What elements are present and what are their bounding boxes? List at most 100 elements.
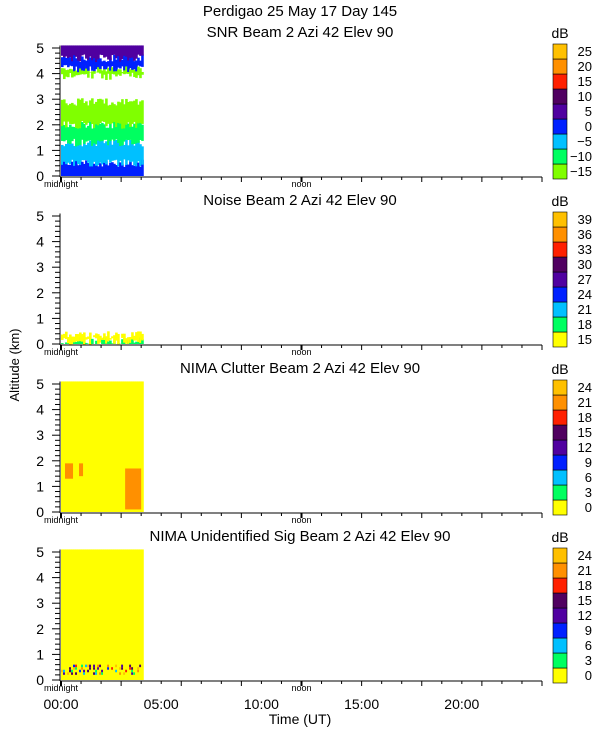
heatmap-cell — [103, 124, 106, 140]
heatmap-cell — [117, 45, 120, 57]
y-tick-label: 2 — [36, 621, 44, 637]
y-tick-label: 5 — [36, 40, 44, 56]
heatmap-cell — [89, 549, 92, 680]
heatmap-cell — [115, 59, 118, 72]
x-axis-label: Time (UT) — [269, 711, 331, 727]
heatmap-patch — [65, 463, 74, 479]
heatmap-cell — [129, 45, 132, 59]
colorbar-swatch — [552, 226, 568, 243]
heatmap-cell — [123, 144, 126, 160]
heatmap-cell — [71, 672, 74, 675]
heatmap-cell — [63, 669, 66, 673]
heatmap-cell — [75, 334, 78, 342]
y-tick-label: 0 — [36, 672, 44, 688]
heatmap-cell — [125, 45, 128, 57]
heatmap-cell — [67, 45, 70, 59]
heatmap-cell — [89, 332, 92, 345]
heatmap-cell — [61, 124, 64, 141]
heatmap-cell — [67, 127, 70, 144]
heatmap-cell — [107, 667, 110, 670]
heatmap-cell — [97, 381, 100, 512]
heatmap-cell — [85, 342, 88, 344]
y-tick-label: 2 — [36, 453, 44, 469]
heatmap-cell — [91, 165, 94, 176]
y-tick-label: 2 — [36, 285, 44, 301]
heatmap-cell — [99, 549, 102, 680]
heatmap-cell — [73, 45, 76, 56]
heatmap-cell — [103, 333, 106, 341]
heatmap-cell — [93, 140, 96, 162]
heatmap-cell — [133, 69, 136, 78]
heatmap-cell — [93, 45, 96, 59]
heatmap-cell — [95, 672, 98, 675]
heatmap-cell — [95, 71, 98, 73]
heatmap-cell — [129, 101, 132, 128]
heatmap-cell — [119, 61, 122, 69]
heatmap-cell — [95, 145, 98, 166]
colorbar-label: 21 — [578, 563, 592, 578]
heatmap-cell — [93, 335, 96, 338]
colorbar-label: 24 — [578, 548, 592, 563]
heatmap-cell — [81, 45, 84, 56]
y-tick-label: 1 — [36, 310, 44, 326]
heatmap-cell — [131, 669, 134, 673]
heatmap-cell — [77, 165, 80, 176]
heatmap-cell — [137, 104, 140, 124]
heatmap-cell — [81, 98, 84, 122]
heatmap-cell — [125, 54, 128, 67]
heatmap-cell — [111, 128, 114, 140]
heatmap-cell — [75, 672, 78, 675]
colorbar-swatch — [552, 271, 568, 288]
heatmap-cell — [83, 123, 86, 144]
heatmap-cell — [115, 68, 118, 77]
heatmap-cell — [63, 672, 66, 675]
heatmap-patch — [79, 463, 84, 477]
colorbar-label: 24 — [578, 287, 592, 302]
heatmap-cell — [117, 549, 120, 680]
heatmap-cell — [131, 140, 134, 162]
heatmap-cell — [99, 335, 102, 343]
heatmap-cell — [69, 667, 72, 670]
heatmap-cell — [119, 672, 122, 675]
heatmap-cell — [107, 165, 110, 176]
heatmap-cell — [85, 664, 88, 668]
heatmap-cell — [71, 336, 74, 345]
heatmap-cell — [133, 123, 136, 144]
colorbar-label: 24 — [578, 380, 592, 395]
heatmap-cell — [115, 669, 118, 673]
heatmap-cell — [63, 45, 66, 58]
heatmap-cell — [81, 549, 84, 680]
heatmap-cell — [95, 123, 98, 145]
heatmap-cell — [115, 139, 118, 160]
heatmap-cell — [117, 54, 120, 68]
heatmap-cell — [95, 381, 98, 512]
panel-4: NIMA Unidentified Sig Beam 2 Azi 42 Elev… — [36, 528, 592, 693]
heatmap-cell — [109, 104, 112, 125]
heatmap-cell — [91, 71, 94, 79]
heatmap-cell — [81, 56, 84, 71]
day-marker-label: noon — [291, 683, 311, 693]
heatmap-cell — [81, 334, 84, 342]
heatmap-cell — [69, 381, 72, 512]
heatmap-cell — [137, 57, 140, 66]
heatmap-cell — [133, 100, 136, 122]
colorbar-unit: dB — [551, 361, 568, 377]
colorbar-label: 5 — [585, 104, 592, 119]
heatmap-cell — [139, 121, 142, 140]
heatmap-cell — [133, 165, 136, 176]
heatmap-cell — [69, 57, 72, 66]
heatmap-cell — [127, 145, 130, 161]
heatmap-cell — [65, 549, 68, 680]
heatmap-cell — [111, 336, 114, 339]
colorbar-label: −5 — [577, 134, 592, 149]
day-marker-label: midnight — [44, 683, 79, 693]
colorbar-label: 15 — [578, 425, 592, 440]
heatmap-cell — [63, 68, 66, 80]
y-tick-label: 3 — [36, 259, 44, 275]
heatmap-cell — [61, 57, 64, 68]
heatmap-cell — [93, 667, 96, 670]
heatmap-cell — [123, 549, 126, 680]
heatmap-cell — [71, 126, 74, 142]
